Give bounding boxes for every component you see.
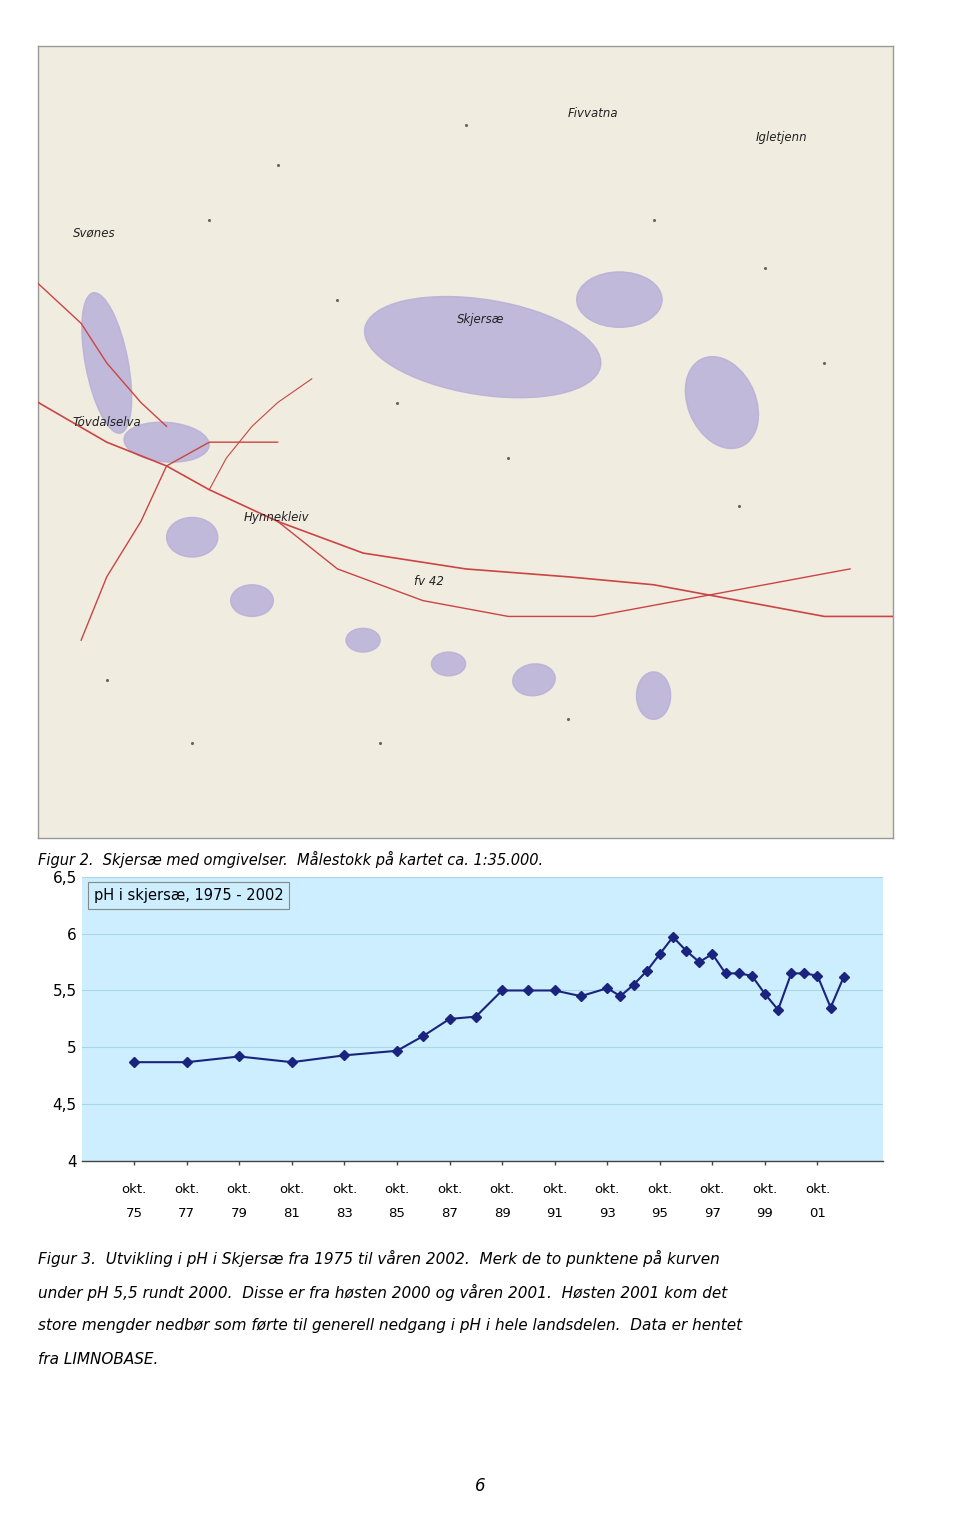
Text: okt.: okt. <box>122 1183 147 1195</box>
Ellipse shape <box>636 672 671 720</box>
Ellipse shape <box>431 652 466 675</box>
Text: fra LIMNOBASE.: fra LIMNOBASE. <box>38 1352 158 1367</box>
Ellipse shape <box>167 517 218 557</box>
Text: okt.: okt. <box>700 1183 725 1195</box>
Text: pH i skjersæ, 1975 - 2002: pH i skjersæ, 1975 - 2002 <box>94 887 283 903</box>
Text: 79: 79 <box>230 1207 248 1220</box>
Text: under pH 5,5 rundt 2000.  Disse er fra høsten 2000 og våren 2001.  Høsten 2001 k: under pH 5,5 rundt 2000. Disse er fra hø… <box>38 1284 728 1301</box>
Ellipse shape <box>513 664 555 695</box>
Text: okt.: okt. <box>174 1183 200 1195</box>
Text: Hynnekleiv: Hynnekleiv <box>244 511 309 524</box>
Text: okt.: okt. <box>804 1183 830 1195</box>
Text: store mengder nedbør som førte til generell nedgang i pH i hele landsdelen.  Dat: store mengder nedbør som førte til gener… <box>38 1318 742 1333</box>
Text: 75: 75 <box>126 1207 143 1220</box>
Ellipse shape <box>346 629 380 652</box>
Ellipse shape <box>230 584 274 617</box>
Text: Tövdalselva: Tövdalselva <box>73 417 141 429</box>
Ellipse shape <box>685 357 758 449</box>
Text: 83: 83 <box>336 1207 353 1220</box>
Text: 89: 89 <box>493 1207 511 1220</box>
Text: 85: 85 <box>389 1207 405 1220</box>
Text: Igletjenn: Igletjenn <box>756 131 807 145</box>
Text: Svønes: Svønes <box>73 226 115 240</box>
Text: 91: 91 <box>546 1207 564 1220</box>
Ellipse shape <box>577 272 662 328</box>
Text: okt.: okt. <box>437 1183 462 1195</box>
Text: okt.: okt. <box>490 1183 515 1195</box>
Text: 95: 95 <box>652 1207 668 1220</box>
Text: Skjersæ: Skjersæ <box>457 314 505 326</box>
Text: Fivvatna: Fivvatna <box>568 108 619 120</box>
Text: 99: 99 <box>756 1207 774 1220</box>
Text: 01: 01 <box>809 1207 826 1220</box>
Text: Figur 2.  Skjersæ med omgivelser.  Målestokk på kartet ca. 1:35.000.: Figur 2. Skjersæ med omgivelser. Målesto… <box>38 851 543 867</box>
Ellipse shape <box>124 421 209 463</box>
Text: okt.: okt. <box>384 1183 410 1195</box>
Text: 87: 87 <box>441 1207 458 1220</box>
Text: 97: 97 <box>704 1207 721 1220</box>
Text: okt.: okt. <box>753 1183 778 1195</box>
Text: 81: 81 <box>283 1207 300 1220</box>
Ellipse shape <box>82 292 132 434</box>
Text: okt.: okt. <box>227 1183 252 1195</box>
Ellipse shape <box>365 297 601 398</box>
Text: okt.: okt. <box>594 1183 620 1195</box>
Text: 6: 6 <box>474 1476 486 1495</box>
Text: okt.: okt. <box>647 1183 672 1195</box>
Text: fv 42: fv 42 <box>415 575 444 588</box>
Text: 77: 77 <box>179 1207 195 1220</box>
Text: okt.: okt. <box>332 1183 357 1195</box>
Text: okt.: okt. <box>279 1183 304 1195</box>
Text: okt.: okt. <box>542 1183 567 1195</box>
Text: Figur 3.  Utvikling i pH i Skjersæ fra 1975 til våren 2002.  Merk de to punktene: Figur 3. Utvikling i pH i Skjersæ fra 19… <box>38 1250 720 1267</box>
Text: 93: 93 <box>599 1207 615 1220</box>
